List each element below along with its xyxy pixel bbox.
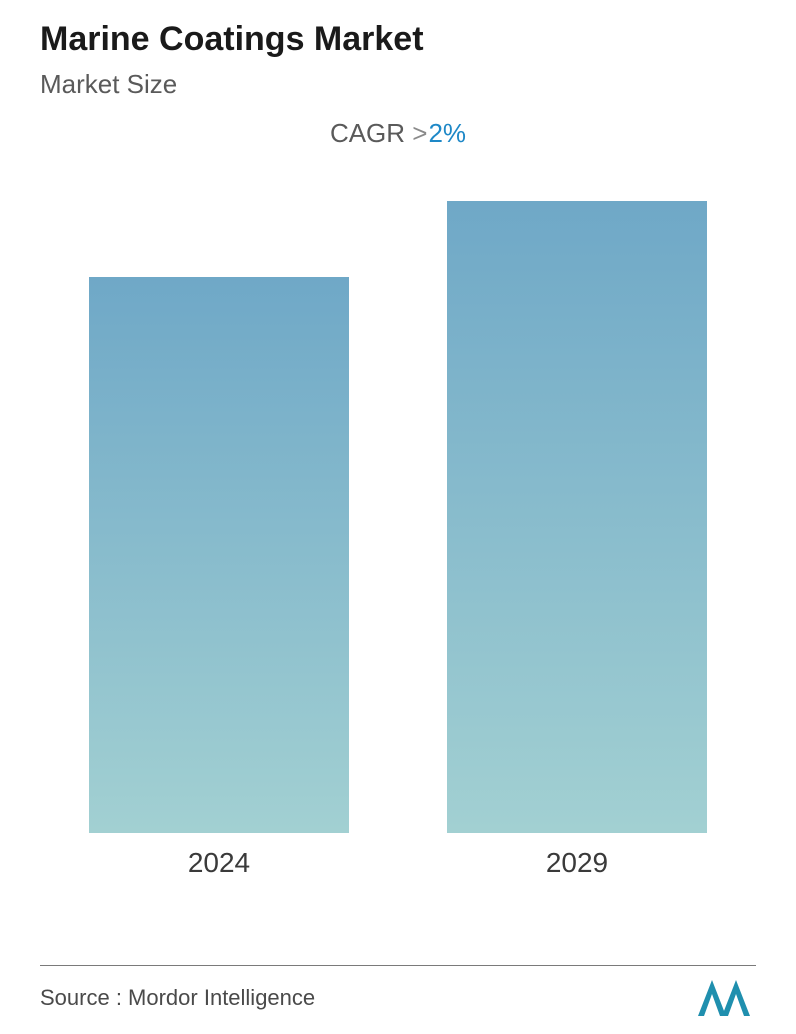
mordor-logo-icon <box>698 980 756 1016</box>
bar-label-2029: 2029 <box>546 847 608 879</box>
cagr-line: CAGR >2% <box>40 118 756 149</box>
cagr-label: CAGR <box>330 118 412 148</box>
footer: Source : Mordor Intelligence <box>40 965 756 1016</box>
bar-group-2029: 2029 <box>416 201 738 879</box>
page-subtitle: Market Size <box>40 69 756 100</box>
cagr-operator: > <box>412 118 428 148</box>
chart-area: 2024 2029 <box>40 179 756 879</box>
bar-container: 2024 2029 <box>40 219 756 879</box>
bar-label-2024: 2024 <box>188 847 250 879</box>
source-text: Source : Mordor Intelligence <box>40 985 315 1011</box>
bar-group-2024: 2024 <box>58 277 380 879</box>
bar-2024 <box>89 277 349 833</box>
bar-2029 <box>447 201 707 833</box>
cagr-value: 2% <box>428 118 466 148</box>
page-title: Marine Coatings Market <box>40 20 756 59</box>
